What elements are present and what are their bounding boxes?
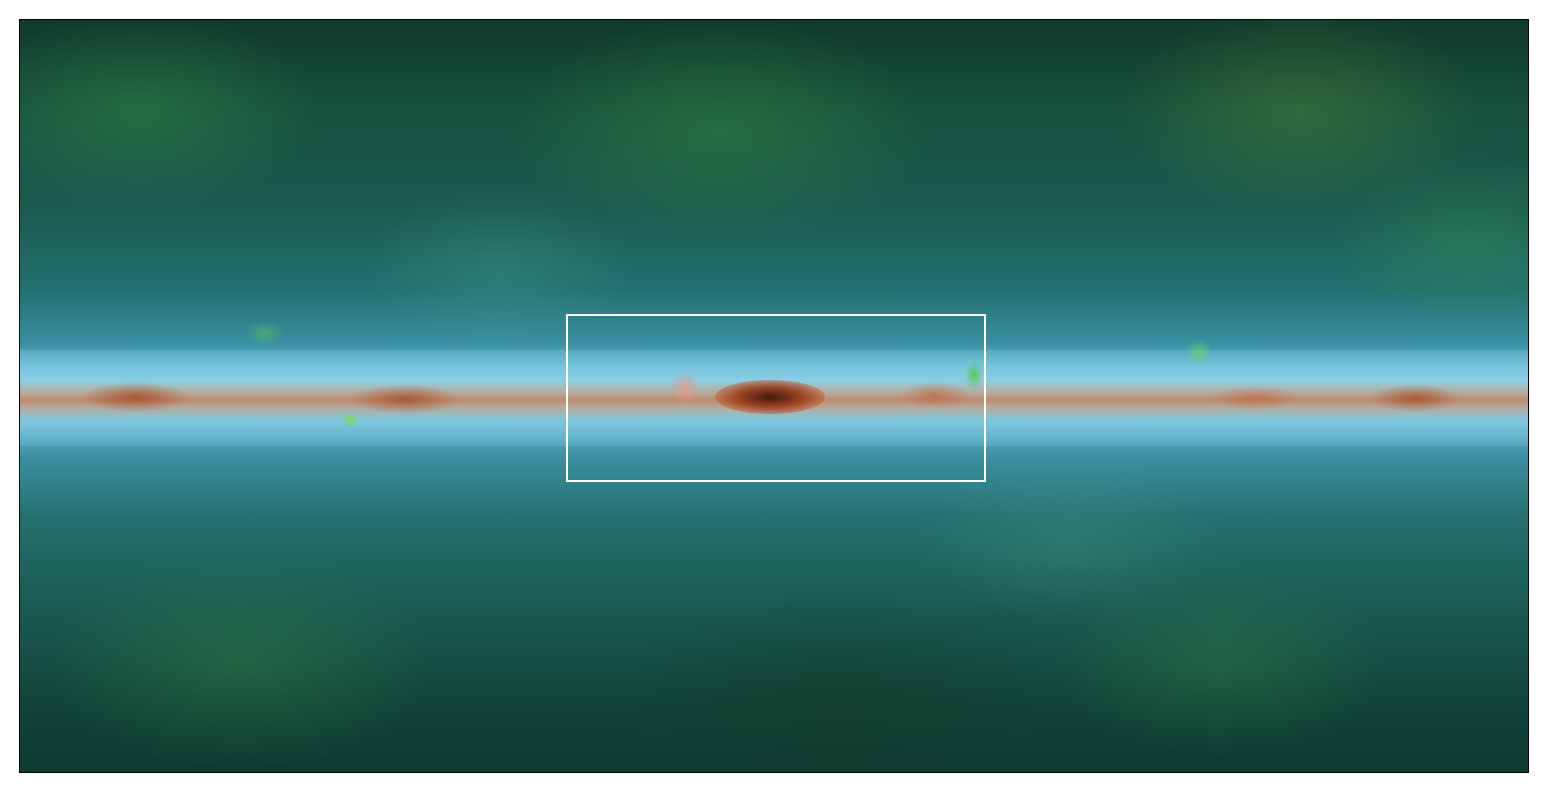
galactic-center [715, 380, 825, 414]
emission-region [1370, 384, 1460, 412]
green-cloud [1185, 338, 1213, 366]
emission-region [1210, 386, 1300, 410]
sky-image [19, 19, 1529, 773]
green-cloud [340, 412, 360, 428]
highlight-box [566, 314, 986, 482]
emission-region [670, 370, 700, 406]
green-cloud [965, 360, 983, 390]
emission-region [80, 382, 190, 412]
emission-region [350, 384, 460, 414]
green-cloud [245, 320, 285, 346]
emission-region [900, 382, 970, 408]
